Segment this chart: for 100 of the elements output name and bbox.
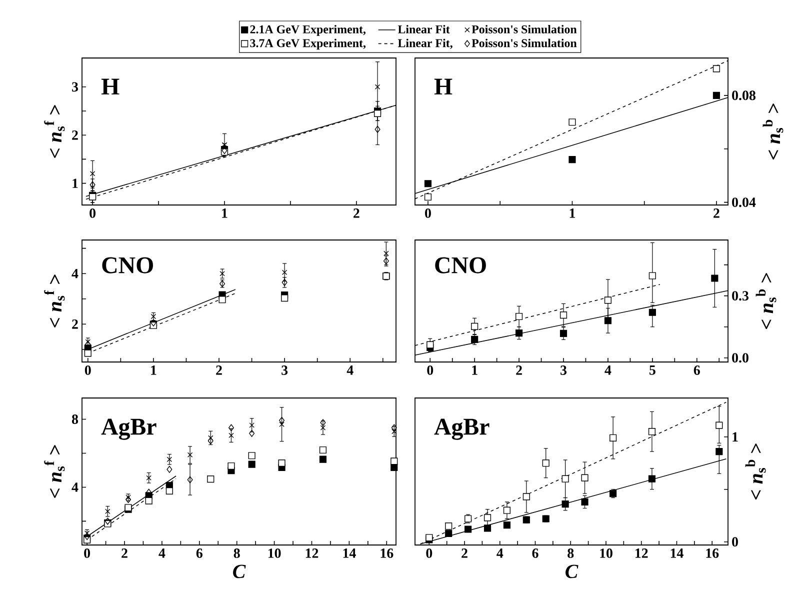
- x-tick-label: 4: [604, 366, 612, 375]
- x-tick-label: 6: [532, 548, 538, 558]
- y-tick-label: 0: [732, 537, 738, 547]
- point: [84, 350, 92, 357]
- y-tick-label: 4: [72, 482, 78, 492]
- point: [560, 312, 568, 319]
- x-tick-label: 16: [380, 548, 394, 558]
- point: [390, 458, 398, 465]
- annotation: H: [434, 78, 452, 94]
- point: [282, 270, 288, 275]
- y-tick-label: 1: [732, 432, 738, 442]
- x-tick-label: 4: [158, 548, 166, 558]
- point: [319, 446, 327, 454]
- x-tick-label: 4: [496, 548, 504, 558]
- x-tick-label: 2: [714, 208, 720, 218]
- point: [445, 530, 452, 537]
- point: [648, 475, 656, 482]
- point: [218, 296, 226, 304]
- y-tick-label: 2: [72, 130, 78, 140]
- annotation: CNO: [435, 257, 486, 274]
- point: [228, 462, 235, 470]
- y-axis-title: < n$_{s}$$^{b}$ >: [756, 273, 776, 329]
- legend-label: Linear Fit: [398, 24, 450, 34]
- annotation: AgBr: [101, 418, 156, 440]
- point: [503, 522, 510, 529]
- point: [471, 322, 478, 330]
- point: [320, 425, 326, 430]
- point: [248, 460, 256, 468]
- point: [484, 514, 492, 522]
- point: [281, 294, 288, 302]
- x-tick-label: 16: [706, 548, 719, 558]
- point: [648, 272, 656, 280]
- x-tick-label: 10: [600, 548, 612, 558]
- x-tick-label: 0: [427, 366, 434, 375]
- point: [568, 156, 576, 164]
- point: [562, 500, 569, 508]
- point: [562, 475, 569, 482]
- point: [604, 296, 612, 304]
- x-tick-label: 2: [516, 366, 522, 375]
- x-tick-label: 14: [343, 548, 356, 558]
- x-tick-label: 2: [354, 208, 360, 218]
- point: [249, 422, 254, 428]
- point: [503, 506, 510, 514]
- point: [516, 312, 523, 320]
- x-tick-label: 0: [84, 548, 90, 558]
- point: [374, 84, 380, 90]
- x-tick-label: 2: [462, 548, 468, 558]
- legend-label: Linear Fit,: [398, 38, 452, 49]
- y-axis-title: < n$_{s}$$^{f}$ >: [44, 105, 65, 158]
- point: [542, 460, 550, 467]
- x-tick-label: 2: [216, 366, 222, 375]
- point: [712, 65, 720, 72]
- legend-label: Poisson's Simulation: [472, 38, 577, 48]
- point: [279, 416, 285, 424]
- point: [445, 522, 452, 530]
- x-tick-label: 0: [84, 366, 91, 375]
- x-tick-label: 12: [306, 548, 318, 558]
- point: [145, 497, 152, 504]
- point: [712, 92, 720, 99]
- point: [522, 493, 530, 500]
- point: [374, 126, 380, 133]
- annotation: AgBr: [434, 418, 490, 440]
- x-tick-label: 1: [151, 366, 156, 375]
- point: [516, 330, 523, 337]
- point: [105, 508, 110, 514]
- y-tick-label: 4: [72, 268, 78, 278]
- point: [581, 498, 588, 506]
- point: [187, 476, 193, 484]
- point: [716, 448, 723, 456]
- point: [424, 193, 432, 201]
- point: [464, 526, 472, 533]
- y-axis-title: < n$_{s}$$^{f}$ >: [44, 445, 65, 498]
- annotation: H: [101, 78, 120, 94]
- y-tick-label: 0.3: [732, 291, 748, 301]
- x-tick-label: 8: [568, 548, 574, 558]
- point: [581, 474, 588, 482]
- x-tick-label: 12: [636, 548, 648, 558]
- point: [279, 422, 284, 427]
- y-tick-label: 0.0: [732, 353, 748, 363]
- point: [426, 341, 434, 348]
- point: [648, 428, 656, 436]
- point: [187, 452, 193, 458]
- point: [374, 110, 382, 117]
- x-tick-label: 10: [268, 548, 281, 558]
- point: [648, 308, 656, 316]
- point: [208, 435, 214, 441]
- y-tick-label: 0.04: [732, 198, 756, 208]
- y-axis-title: < n$_{s}$$^{f}$ >: [44, 274, 65, 328]
- point: [319, 456, 327, 463]
- point: [424, 180, 432, 188]
- point: [711, 274, 718, 282]
- x-tick-label: 1: [222, 208, 228, 218]
- point: [484, 524, 492, 532]
- x-tick-label: 0: [426, 548, 432, 558]
- y-tick-label: 3: [72, 82, 78, 92]
- annotation: CNO: [102, 257, 153, 274]
- y-tick-label: 0.08: [732, 90, 756, 100]
- y-axis-title: < n$_{s}$$^{b}$ >: [762, 104, 784, 160]
- point: [146, 475, 152, 480]
- point: [392, 428, 397, 434]
